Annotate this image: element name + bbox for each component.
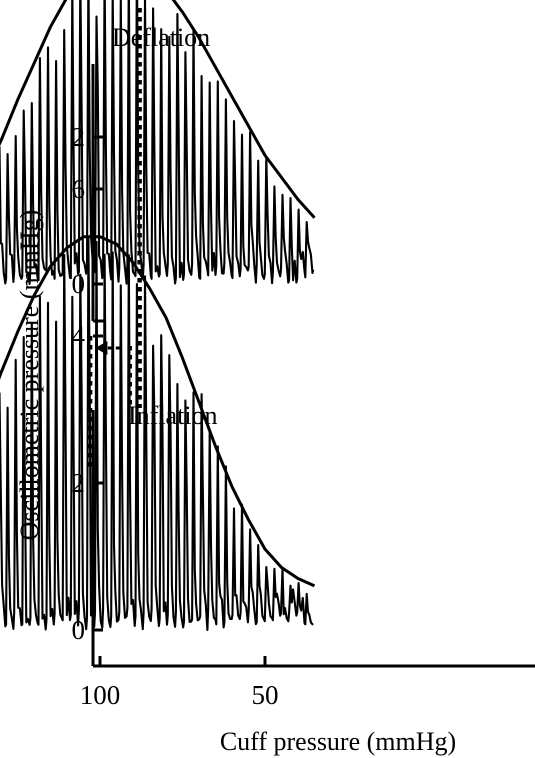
x-axis-ticks: 15010050 bbox=[80, 656, 279, 710]
inflation-y-tick-label-0: 0 bbox=[72, 615, 86, 645]
x-axis-title: Cuff pressure (mmHg) bbox=[220, 727, 456, 756]
deflation-y-tick-label-4: 4 bbox=[72, 0, 86, 5]
inflation-y-tick-label-6: 6 bbox=[72, 174, 86, 204]
x-tick-label-100: 100 bbox=[80, 680, 121, 710]
shift-arrow-head bbox=[95, 341, 108, 355]
inflation-plot-area bbox=[0, 235, 316, 632]
deflation-plot-area bbox=[0, 0, 316, 286]
x-tick-label-50: 50 bbox=[252, 680, 279, 710]
deflation-y-tick-label-0: 0 bbox=[72, 269, 86, 299]
inflation-envelope-line bbox=[0, 235, 316, 588]
inflation-oscillation-trace bbox=[0, 237, 314, 632]
deflation-oscillation-trace bbox=[0, 0, 315, 286]
annotations bbox=[87, 8, 142, 467]
deflation-envelope-line bbox=[0, 0, 316, 219]
